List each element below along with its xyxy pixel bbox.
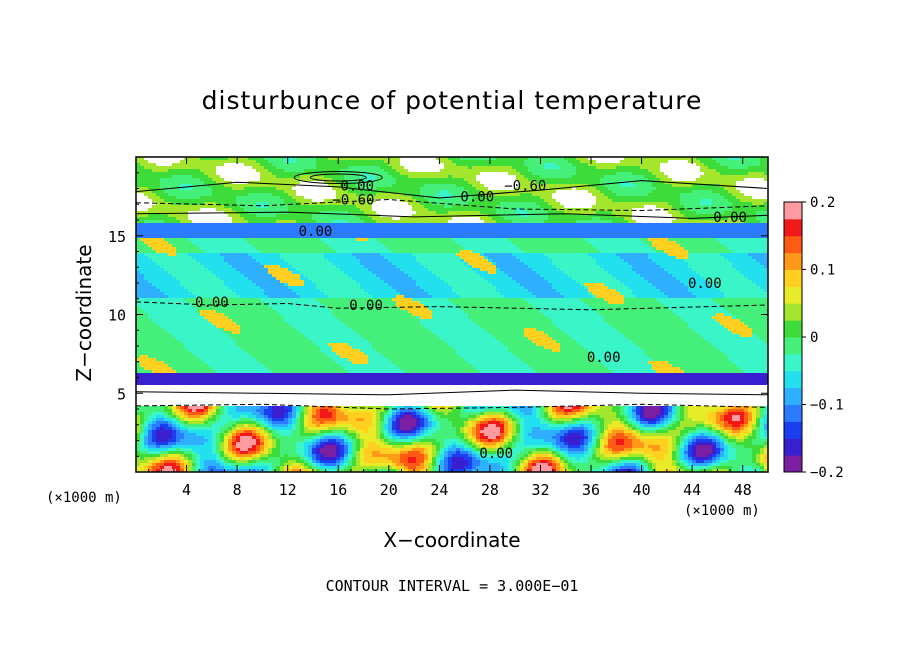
colorbar-swatch	[784, 320, 802, 338]
contour-label: −0.60	[332, 193, 374, 209]
colorbar-swatch	[784, 235, 802, 254]
colorbar-swatch	[784, 387, 802, 405]
heatmap-field	[136, 157, 768, 472]
colorbar-swatch	[784, 404, 802, 422]
contour-label: 0.00	[587, 350, 621, 366]
colorbar-swatch	[784, 218, 802, 237]
colorbar-swatch	[784, 421, 802, 439]
x-tick-label: 28	[481, 481, 499, 499]
x-tick-label: 24	[430, 481, 448, 499]
colorbar-tick-label: 0.2	[810, 195, 835, 211]
colorbar-swatch	[784, 337, 802, 355]
x-unit-label: (×1000 m)	[684, 503, 760, 519]
colorbar-swatch	[784, 202, 802, 220]
y-axis-label: Z−coordinate	[72, 244, 96, 382]
x-tick-label: 16	[329, 481, 347, 499]
x-axis-label: X−coordinate	[383, 528, 521, 552]
colorbar-swatch	[784, 269, 802, 287]
y-axis: 5 10 15	[108, 172, 768, 457]
x-tick-label: 32	[531, 481, 549, 499]
y-tick-label: 5	[117, 385, 126, 403]
colorbar: 0.2 0.1 0 −0.1 −0.2	[783, 195, 844, 481]
contour-lines	[136, 170, 768, 410]
x-tick-label: 8	[233, 481, 242, 499]
x-tick-label: 4	[182, 481, 191, 499]
contour-label: −0.60	[504, 178, 546, 194]
x-tick-label: 48	[734, 481, 752, 499]
colorbar-swatch	[784, 455, 802, 473]
contour-label: 0.00	[299, 224, 333, 240]
colorbar-tick-label: −0.1	[810, 398, 844, 414]
colorbar-swatch	[784, 303, 802, 321]
z-unit-label: (×1000 m)	[46, 490, 122, 506]
y-tick-label: 10	[108, 307, 126, 325]
x-tick-label: 20	[380, 481, 398, 499]
colorbar-swatch	[784, 353, 802, 372]
x-tick-label: 12	[279, 481, 297, 499]
x-axis: 4 8 12 16 20 24 28 32 36 40 44 48	[148, 157, 756, 499]
contour-label: 0.00	[713, 210, 747, 226]
contour-label: 0.00	[349, 298, 383, 314]
y-tick-label: 15	[108, 228, 126, 246]
chart-title: disturbunce of potential temperature	[201, 86, 703, 115]
contour-label: 0.00	[195, 295, 229, 311]
x-tick-label: 36	[582, 481, 600, 499]
colorbar-tick-label: 0.1	[810, 263, 835, 279]
contour-label: 0.00	[479, 446, 513, 462]
colorbar-swatch	[784, 370, 802, 389]
contour-interval-note: CONTOUR INTERVAL = 3.000E−01	[325, 577, 579, 595]
x-tick-label: 44	[683, 481, 701, 499]
contour-labels: 0.000.00−0.60−0.600.000.000.00 0.000.000.…	[195, 178, 747, 462]
contour-label: 0.00	[460, 189, 494, 205]
colorbar-swatch	[784, 438, 802, 456]
colorbar-swatch	[784, 252, 802, 270]
contour-label: 0.00	[340, 178, 374, 194]
x-tick-label: 40	[633, 481, 651, 499]
contour-label: 0.00	[688, 276, 722, 292]
colorbar-swatch	[784, 286, 802, 304]
colorbar-tick-label: −0.2	[810, 465, 844, 481]
colorbar-tick-label: 0	[810, 330, 818, 346]
